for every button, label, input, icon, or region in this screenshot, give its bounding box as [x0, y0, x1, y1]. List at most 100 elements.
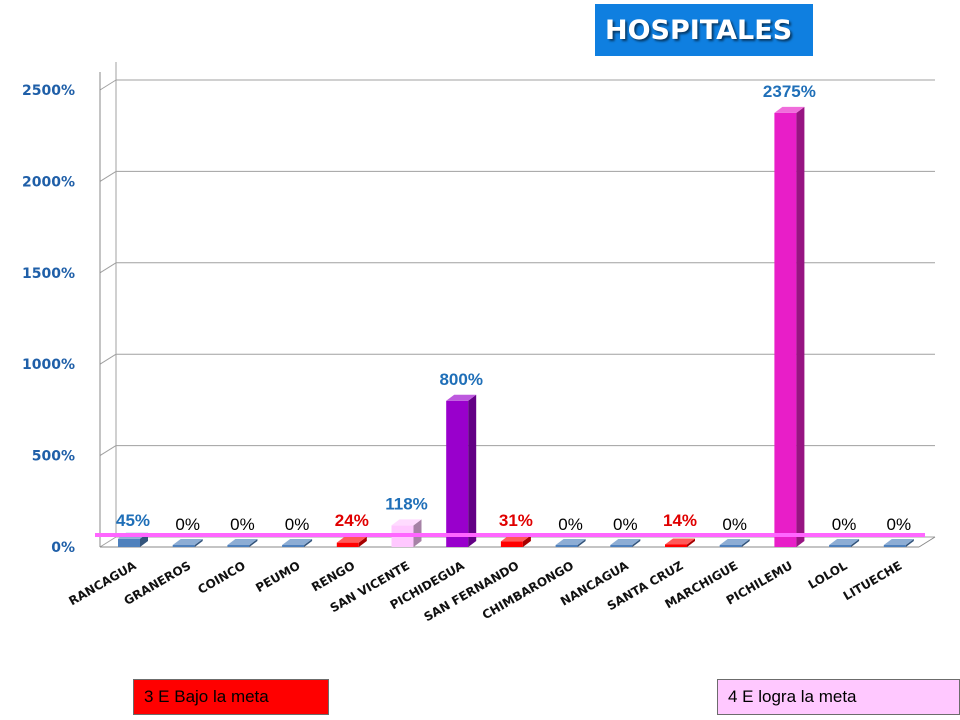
x-tick-label: CHIMBARONGO	[480, 558, 576, 622]
grid-line-diagonal	[99, 536, 117, 548]
bar-top	[883, 539, 914, 545]
y-tick-label: 1500%	[22, 266, 75, 282]
bar-top	[774, 106, 805, 113]
bar-top	[336, 536, 367, 543]
bar	[829, 539, 860, 547]
value-label: 0%	[558, 515, 583, 534]
bar-front	[610, 545, 633, 547]
bar-front	[118, 538, 140, 547]
value-label: 0%	[832, 515, 857, 534]
x-tick-label: RENGO	[309, 558, 357, 594]
value-label: 0%	[175, 515, 200, 534]
value-label: 31%	[499, 511, 533, 530]
bar-top	[719, 539, 750, 545]
value-label: 2375%	[763, 82, 816, 101]
bar-front	[719, 545, 742, 547]
bar-front	[665, 544, 687, 547]
legend-below-goal-label: 3 E Bajo la meta	[144, 687, 269, 706]
bar-front	[172, 545, 195, 547]
bar-side	[741, 539, 750, 547]
bar-top	[829, 539, 860, 545]
value-label: 24%	[335, 511, 369, 530]
bar-top	[555, 539, 586, 545]
value-label: 45%	[116, 511, 150, 530]
legend-meets-goal: 4 E logra la meta	[717, 679, 960, 715]
y-tick-label: 2500%	[22, 83, 75, 99]
legend-meets-goal-label: 4 E logra la meta	[728, 687, 857, 706]
x-tick-label: PEUMO	[253, 558, 302, 595]
grid-line-diagonal	[99, 262, 117, 274]
bar	[555, 539, 586, 547]
bar-side	[522, 535, 531, 547]
bar-front	[336, 542, 359, 547]
bar-front	[829, 545, 852, 547]
x-tick-label: LOLOL	[806, 558, 850, 592]
bar	[282, 539, 313, 547]
bar	[883, 539, 914, 547]
bar-front	[282, 545, 305, 547]
bar-side	[851, 539, 860, 547]
value-label: 0%	[613, 515, 638, 534]
bar	[446, 394, 477, 547]
bar-side	[632, 539, 641, 547]
bar-front	[774, 112, 797, 547]
bar-front	[446, 400, 469, 547]
x-tick-label: LITUECHE	[841, 558, 905, 603]
bar-side	[905, 539, 914, 547]
bar-top	[227, 539, 258, 545]
bar	[336, 536, 367, 547]
bar-top	[282, 539, 313, 545]
grid-line-diagonal	[99, 353, 117, 365]
x-tick-label: COINCO	[195, 558, 247, 596]
bar	[227, 539, 258, 547]
bar-front	[227, 545, 250, 547]
bar-top	[665, 538, 695, 545]
legend-below-goal: 3 E Bajo la meta	[133, 679, 329, 715]
value-label: 0%	[887, 515, 912, 534]
grid-line-diagonal	[99, 79, 117, 91]
bar-side	[796, 106, 805, 547]
bar-side	[194, 539, 203, 547]
grid-line-diagonal	[99, 445, 117, 457]
bar-front	[883, 545, 906, 547]
y-tick-label: 0%	[51, 540, 75, 556]
bar	[774, 106, 805, 547]
bar	[665, 538, 695, 547]
value-label: 0%	[722, 515, 747, 534]
axes	[99, 62, 936, 548]
bar-front	[555, 545, 578, 547]
value-label: 14%	[663, 511, 697, 530]
chart-title: HOSPITALES	[605, 14, 793, 46]
y-tick-labels: 0% 500% 1000% 1500% 2000% 2500%	[22, 83, 75, 556]
bar-front	[500, 541, 523, 547]
value-label: 0%	[230, 515, 255, 534]
bar-side	[249, 539, 258, 547]
bar-side	[687, 538, 695, 547]
bar-side	[358, 536, 367, 547]
floor-edge	[918, 536, 936, 548]
y-tick-label: 1000%	[22, 357, 75, 373]
value-labels: 45% 0% 0% 0% 24% 118% 800% 31% 0% 0% 14% 0% 2375% 0% 0…	[116, 82, 911, 534]
bar-side	[304, 539, 313, 547]
grid-line-diagonal	[99, 170, 117, 182]
value-label: 800%	[439, 370, 482, 389]
bar	[610, 539, 641, 547]
x-tick-label: SAN FERNANDO	[421, 558, 521, 624]
value-label: 118%	[385, 494, 428, 513]
y-tick-label: 500%	[32, 449, 75, 465]
chart-title-box: HOSPITALES	[595, 4, 813, 56]
bars	[118, 106, 914, 547]
bar-top	[610, 539, 641, 545]
y-tick-label: 2000%	[22, 174, 75, 190]
bar-side	[577, 539, 586, 547]
bar-top	[391, 519, 422, 526]
bar-chart: 0% 500% 1000% 1500% 2000% 2500% 45% 0% 0% 0% 24% 1…	[22, 62, 936, 624]
grid-lines	[99, 79, 935, 548]
bar-side	[468, 394, 477, 547]
bar-top	[446, 394, 477, 401]
value-label: 0%	[285, 515, 310, 534]
bar-top	[172, 539, 203, 545]
bar	[172, 539, 203, 547]
bar	[719, 539, 750, 547]
